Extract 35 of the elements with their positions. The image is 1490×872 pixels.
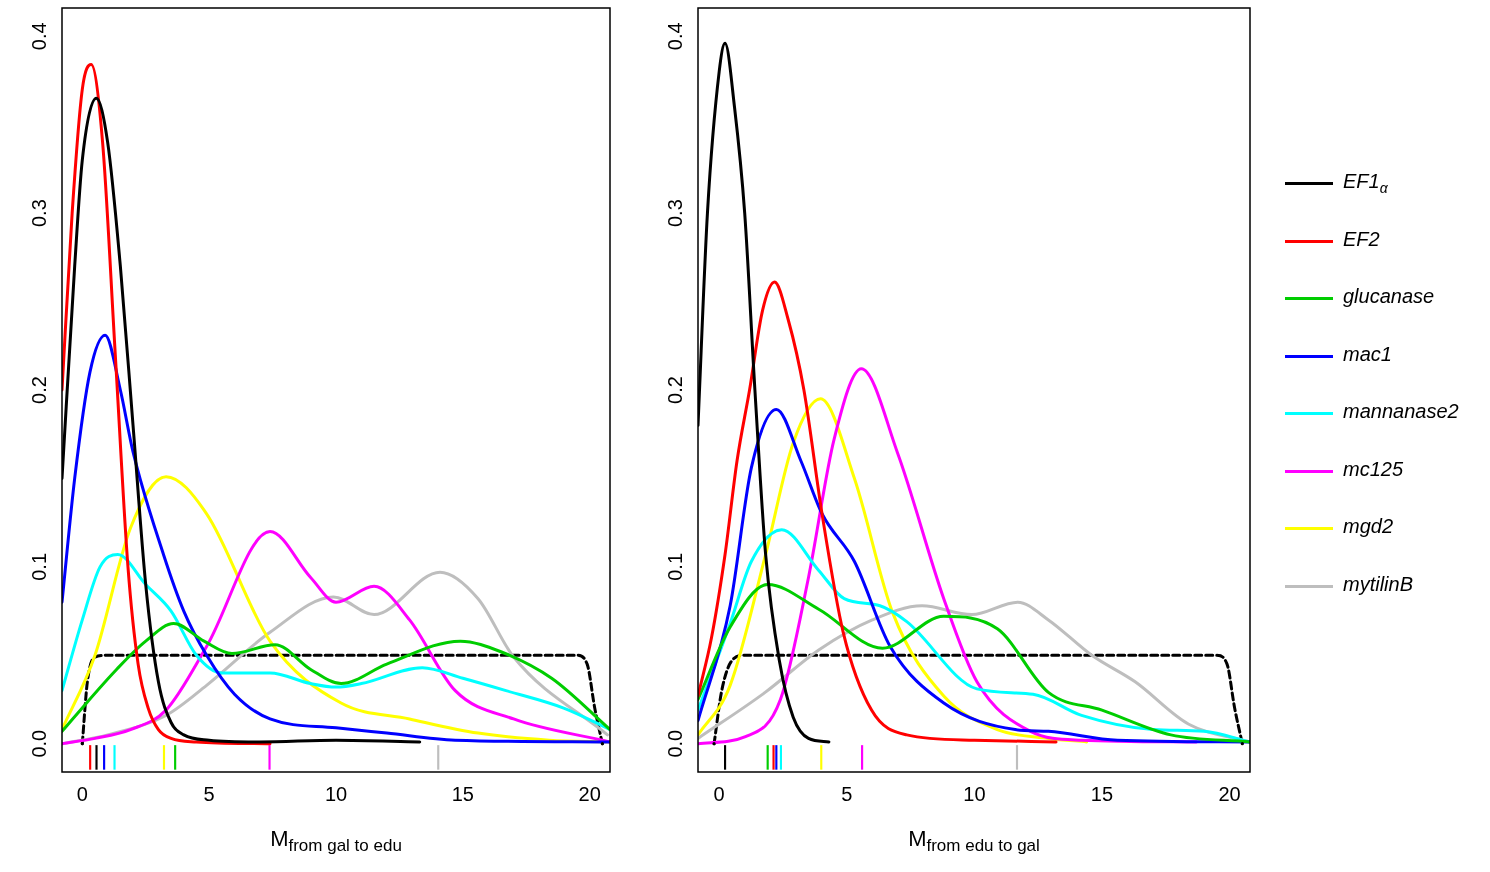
y-tick-label: 0.4 [663,22,686,51]
line-series [698,280,1058,744]
x-axis-title: M$_{from edu to gal}$ [907,826,1041,857]
x-tick-label: 20 [1218,782,1241,805]
y-tick-label: 0.0 [663,729,686,758]
x-tick-label: 10 [963,782,986,805]
legend-label: EF1$_{α}$ [1343,170,1388,196]
y-tick-label: 0.3 [27,199,50,228]
x-tick-label: 20 [578,782,601,805]
x-tick-label: 0 [76,782,88,805]
x-tick-label: 0 [713,782,725,805]
y-tick-label: 0.1 [27,552,50,581]
line-series [62,552,610,732]
y-tick-label: 0.4 [27,22,50,51]
x-axis-title: M$_{from gal to edu}$ [269,826,403,857]
legend-label: EF2 [1343,227,1380,251]
legend-label: glucanase [1343,285,1435,308]
legend-label: mytilinB [1343,572,1414,596]
line-series [62,63,272,746]
line-series [62,621,610,733]
x-tick-label: 15 [451,782,474,805]
y-tick-label: 0.1 [663,552,686,581]
y-tick-label: 0.2 [27,376,50,404]
y-tick-label: 0.3 [663,199,686,228]
line-series [62,333,610,744]
y-tick-label: 0.0 [27,729,50,758]
legend-label: mac1 [1343,342,1392,366]
x-tick-label: 15 [1090,782,1114,805]
x-tick-label: 5 [203,782,215,805]
legend-label: mgd2 [1343,515,1394,538]
legend-label: mc125 [1343,457,1404,481]
x-tick-label: 10 [324,782,348,805]
x-tick-label: 5 [841,782,853,805]
legend-label: mannanase2 [1343,400,1459,423]
y-tick-label: 0.2 [663,376,686,404]
